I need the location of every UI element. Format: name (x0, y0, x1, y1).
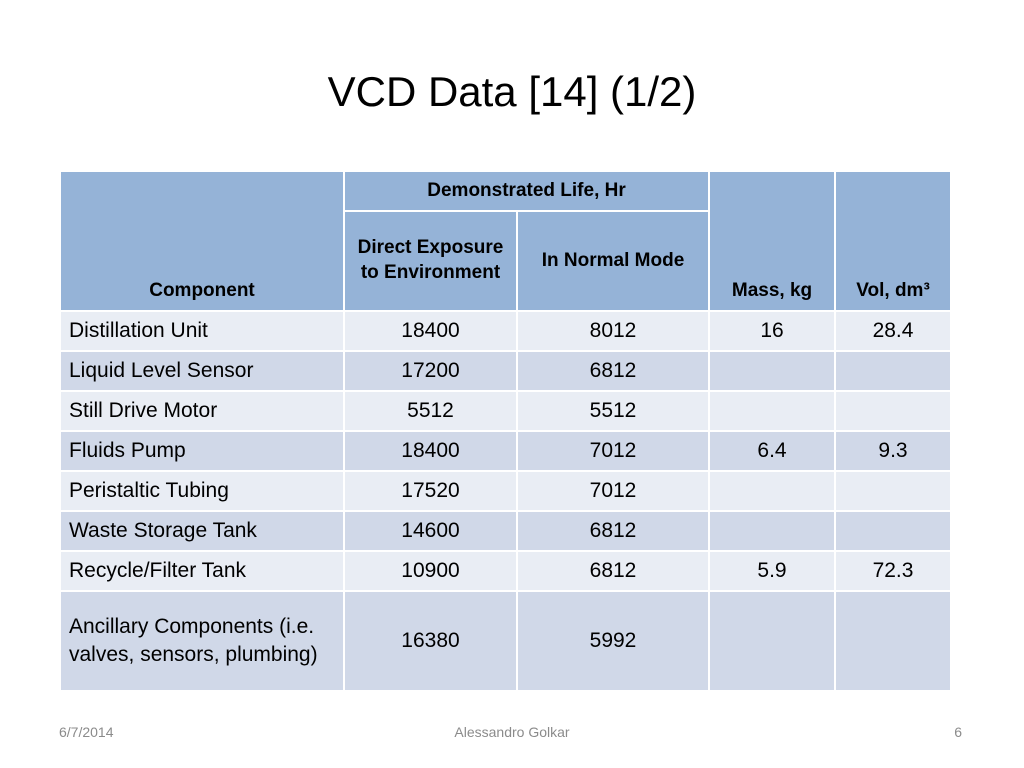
value-cell: 5.9 (708, 550, 837, 592)
value-cell: 5512 (343, 390, 518, 432)
component-cell: Still Drive Motor (59, 390, 345, 432)
value-cell: 18400 (343, 310, 518, 352)
value-cell (834, 510, 953, 552)
footer-date: 6/7/2014 (59, 724, 114, 740)
value-cell: 6812 (515, 350, 711, 392)
footer-page: 6 (954, 724, 962, 740)
footer-author: Alessandro Golkar (454, 724, 570, 740)
value-cell: 14600 (343, 510, 518, 552)
value-cell (708, 390, 837, 432)
value-cell: 6812 (515, 510, 711, 552)
header-cell: Vol, dm³ (834, 170, 953, 312)
component-cell: Recycle/Filter Tank (59, 550, 345, 592)
value-cell: 16380 (343, 590, 518, 692)
component-cell: Distillation Unit (59, 310, 345, 352)
component-cell: Liquid Level Sensor (59, 350, 345, 392)
value-cell (708, 510, 837, 552)
value-cell: 17520 (343, 470, 518, 512)
table-row: Peristaltic Tubing 17520 7012 (59, 470, 953, 512)
component-cell: Peristaltic Tubing (59, 470, 345, 512)
value-cell (834, 350, 953, 392)
table-row: Distillation Unit 18400 8012 16 28.4 (59, 310, 953, 352)
value-cell (834, 590, 953, 692)
table-row: Liquid Level Sensor 17200 6812 (59, 350, 953, 392)
value-cell (708, 350, 837, 392)
value-cell: 18400 (343, 430, 518, 472)
table-row: Fluids Pump 18400 7012 6.4 9.3 (59, 430, 953, 472)
header-cell: In Normal Mode (515, 210, 711, 312)
table-row: Waste Storage Tank 14600 6812 (59, 510, 953, 552)
data-table: Component Demonstrated Life, Hr Mass, kg… (59, 170, 953, 692)
header-cell: Component (59, 170, 345, 312)
value-cell: 28.4 (834, 310, 953, 352)
table-row: Ancillary Components (i.e. valves, senso… (59, 590, 953, 692)
value-cell (834, 390, 953, 432)
table-row: Recycle/Filter Tank 10900 6812 5.9 72.3 (59, 550, 953, 592)
component-cell: Waste Storage Tank (59, 510, 345, 552)
slide-title: VCD Data [14] (1/2) (327, 68, 697, 115)
value-cell (708, 590, 837, 692)
table-row: Still Drive Motor 5512 5512 (59, 390, 953, 432)
value-cell: 16 (708, 310, 837, 352)
header-cell: Mass, kg (708, 170, 837, 312)
value-cell: 7012 (515, 430, 711, 472)
value-cell: 5992 (515, 590, 711, 692)
component-cell: Fluids Pump (59, 430, 345, 472)
value-cell: 8012 (515, 310, 711, 352)
value-cell: 17200 (343, 350, 518, 392)
value-cell: 6.4 (708, 430, 837, 472)
value-cell: 5512 (515, 390, 711, 432)
component-cell: Ancillary Components (i.e. valves, senso… (59, 590, 345, 692)
header-cell: Demonstrated Life, Hr (342, 170, 711, 212)
value-cell (834, 470, 953, 512)
value-cell: 6812 (515, 550, 711, 592)
value-cell: 9.3 (834, 430, 953, 472)
value-cell: 72.3 (834, 550, 953, 592)
value-cell: 10900 (343, 550, 518, 592)
header-cell: Direct Exposure to Environment (343, 210, 518, 312)
value-cell (708, 470, 837, 512)
value-cell: 7012 (515, 470, 711, 512)
